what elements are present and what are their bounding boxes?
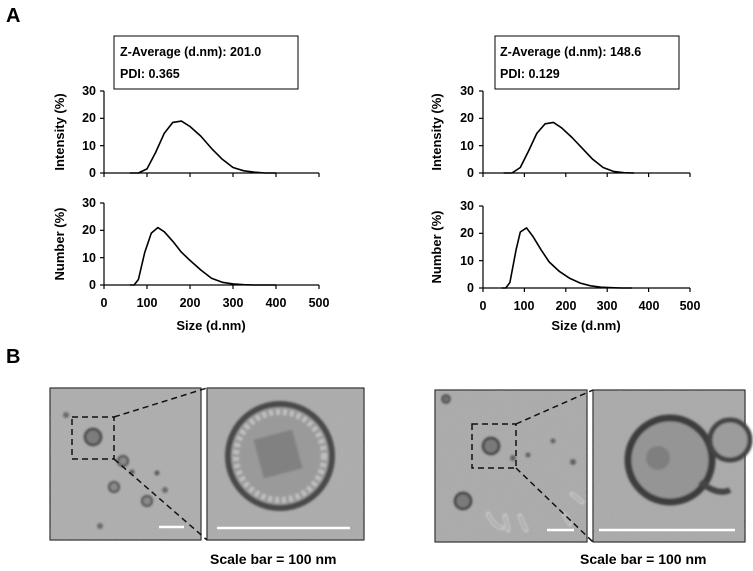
x-tick-label: 400	[266, 296, 287, 310]
size-distribution-line	[503, 121, 635, 174]
y-tick-label: 10	[82, 139, 96, 153]
y-axis-title: Number (%)	[429, 211, 444, 284]
zoom-connector	[515, 467, 594, 543]
y-tick-label: 30	[460, 84, 474, 98]
x-tick-label: 0	[480, 299, 487, 313]
y-axis-title: Intensity (%)	[429, 93, 444, 170]
tem-overview-left	[49, 387, 202, 541]
size-distribution-line	[129, 120, 276, 174]
zoom-connector	[113, 387, 208, 418]
y-axis-title: Number (%)	[52, 208, 67, 281]
x-tick-label: 300	[597, 299, 618, 313]
y-tick-label: 10	[460, 139, 474, 153]
zoom-connector	[113, 458, 208, 541]
pdi-right: PDI: 0.129	[500, 67, 560, 81]
z-average-left: Z-Average (d.nm): 201.0	[120, 45, 261, 59]
particle-cluster	[441, 394, 584, 532]
stats-box-left: Z-Average (d.nm): 201.0 PDI: 0.365	[113, 35, 299, 90]
scale-caption-left: Scale bar = 100 nm	[210, 551, 336, 567]
x-axis-title: Size (d.nm)	[551, 318, 620, 333]
zoom-region-box	[71, 416, 115, 460]
x-tick-label: 300	[223, 296, 244, 310]
y-tick-label: 30	[82, 196, 96, 210]
y-tick-label: 0	[467, 281, 474, 295]
y-tick-label: 0	[89, 166, 96, 180]
intensity-chart-left: 0 10 20 30 Intensity (%)	[52, 84, 320, 180]
number-chart-right: 0 10 20 30 0 100 200 300 400 500 Size (d…	[429, 199, 700, 333]
x-axis-title: Size (d.nm)	[176, 318, 245, 333]
stats-box-right: Z-Average (d.nm): 148.6 PDI: 0.129	[494, 35, 680, 90]
y-tick-label: 0	[467, 166, 474, 180]
y-tick-label: 10	[82, 251, 96, 265]
particle-cluster	[63, 412, 168, 529]
z-average-right: Z-Average (d.nm): 148.6	[500, 45, 641, 59]
size-distribution-line	[129, 226, 276, 286]
x-tick-label: 400	[639, 299, 660, 313]
x-tick-label: 200	[180, 296, 201, 310]
y-tick-label: 30	[82, 84, 96, 98]
pdi-left: PDI: 0.365	[120, 67, 180, 81]
y-tick-label: 20	[460, 111, 474, 125]
y-tick-label: 0	[89, 278, 96, 292]
scale-caption-right: Scale bar = 100 nm	[580, 551, 706, 567]
x-tick-label: 200	[556, 299, 577, 313]
y-tick-label: 30	[460, 199, 474, 213]
y-axis-title: Intensity (%)	[52, 93, 67, 170]
number-chart-left: 0 10 20 30 0 100 200 300 400 500 Size (d…	[52, 196, 329, 333]
y-tick-label: 20	[460, 226, 474, 240]
tem-zoom-left	[206, 387, 365, 541]
y-tick-label: 20	[82, 111, 96, 125]
y-tick-label: 20	[82, 223, 96, 237]
y-tick-label: 10	[460, 254, 474, 268]
tem-zoom-right	[592, 389, 753, 543]
zoom-connector	[515, 389, 594, 425]
x-tick-label: 500	[309, 296, 330, 310]
tem-overview-right	[434, 389, 588, 543]
zoom-region-box	[471, 423, 517, 469]
x-tick-label: 0	[101, 296, 108, 310]
size-distribution-line	[501, 227, 632, 289]
x-tick-label: 100	[137, 296, 158, 310]
x-tick-label: 500	[680, 299, 701, 313]
panel-b-label: B	[6, 346, 20, 368]
panel-a-label: A	[6, 5, 20, 27]
intensity-chart-right: 0 10 20 30 Intensity (%)	[429, 84, 691, 180]
x-tick-label: 100	[514, 299, 535, 313]
